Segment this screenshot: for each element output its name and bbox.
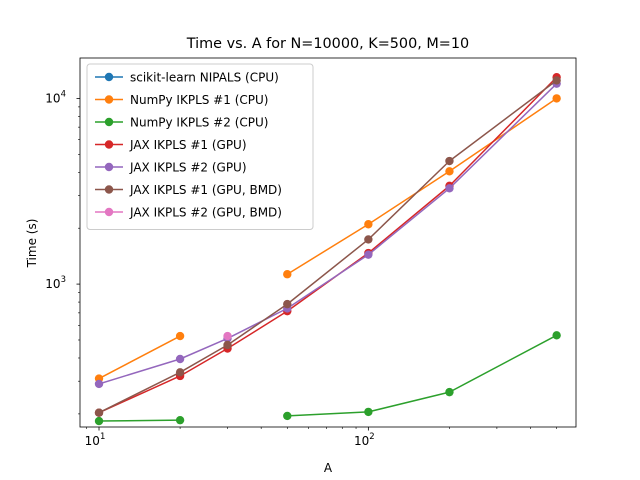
- legend-label: NumPy IKPLS #2 (CPU): [130, 116, 268, 130]
- data-point: [552, 331, 561, 340]
- series-5: [94, 76, 561, 417]
- data-point: [175, 368, 185, 377]
- data-point: [94, 379, 104, 389]
- data-point: [445, 167, 454, 176]
- data-point: [94, 416, 104, 426]
- data-point: [364, 235, 373, 244]
- data-point: [445, 387, 454, 397]
- data-point: [552, 76, 561, 85]
- data-point: [283, 411, 292, 421]
- data-point: [364, 407, 373, 417]
- x-axis-label: A: [324, 461, 333, 475]
- legend-marker: [104, 95, 114, 104]
- x-tick-exponent: 1: [100, 432, 105, 442]
- legend-item: JAX IKPLS #1 (GPU): [95, 138, 247, 152]
- legend-item: JAX IKPLS #1 (GPU, BMD): [95, 183, 282, 197]
- legend-label: JAX IKPLS #2 (GPU, BMD): [129, 206, 282, 220]
- legend-label: JAX IKPLS #1 (GPU): [129, 138, 247, 152]
- data-point: [445, 156, 454, 166]
- legend: scikit-learn NIPALS (CPU) NumPy IKPLS #1 …: [86, 63, 314, 230]
- data-point: [552, 94, 561, 103]
- data-point: [364, 250, 373, 259]
- series-line: [99, 419, 181, 422]
- legend-marker: [104, 72, 114, 82]
- axes-frame: [79, 57, 577, 428]
- legend-marker: [104, 117, 114, 127]
- series-line: [287, 334, 557, 417]
- chart-title: Time vs. A for N=10000, K=500, M=10: [186, 36, 469, 52]
- series-2: [94, 331, 561, 426]
- series-6: [223, 331, 232, 341]
- legend-item: scikit-learn NIPALS (CPU): [95, 71, 279, 85]
- series-line: [98, 335, 181, 380]
- legend-label: scikit-learn NIPALS (CPU): [130, 71, 279, 85]
- legend-label: NumPy IKPLS #1 (CPU): [130, 93, 268, 107]
- legend-item: JAX IKPLS #2 (GPU, BMD): [95, 206, 282, 220]
- legend-item: NumPy IKPLS #2 (CPU): [95, 116, 268, 130]
- x-tick-exponent: 2: [369, 432, 374, 442]
- data-point: [283, 299, 292, 309]
- data-point: [175, 331, 185, 341]
- legend-item: NumPy IKPLS #1 (CPU): [95, 93, 268, 107]
- data-point: [94, 408, 104, 417]
- legend-marker: [104, 140, 114, 149]
- legend-box: [86, 63, 314, 230]
- data-point: [175, 415, 185, 425]
- y-tick-exponent: 4: [61, 89, 66, 99]
- legend-marker: [104, 162, 114, 172]
- y-axis-label: Time (s): [25, 219, 39, 269]
- legend-item: JAX IKPLS #2 (GPU): [95, 161, 247, 175]
- data-point: [175, 354, 185, 364]
- y-tick-exponent: 3: [61, 275, 66, 285]
- data-point: [223, 331, 232, 341]
- legend-label: JAX IKPLS #2 (GPU): [129, 161, 247, 175]
- data-point: [223, 340, 232, 350]
- legend-label: JAX IKPLS #1 (GPU, BMD): [129, 183, 282, 197]
- series-line: [286, 97, 558, 275]
- data-point: [283, 270, 292, 279]
- legend-marker: [104, 185, 114, 194]
- data-point: [364, 220, 373, 229]
- data-point: [445, 184, 454, 193]
- legend-marker: [104, 207, 114, 217]
